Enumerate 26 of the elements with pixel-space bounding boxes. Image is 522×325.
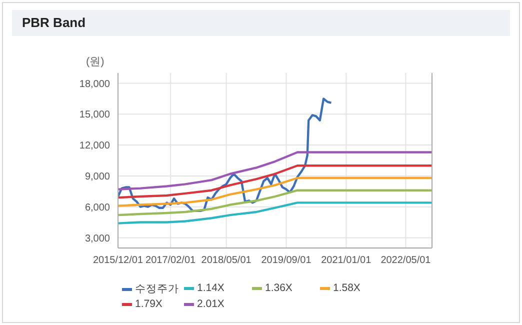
legend-label: 1.79X	[135, 298, 162, 310]
line-series	[118, 98, 332, 212]
x-tick-label: 2021/01/01	[321, 255, 372, 266]
line-series	[118, 202, 432, 224]
legend-label: 수정주가	[135, 282, 179, 296]
y-tick-label: 9,000	[84, 171, 110, 182]
legend-label: 1.58X	[333, 282, 360, 294]
chart-title: PBR Band	[22, 15, 86, 30]
legend-label: 1.36X	[265, 282, 292, 294]
line-series	[118, 164, 432, 199]
legend-label: 2.01X	[197, 298, 224, 310]
line-series	[118, 151, 432, 190]
x-tick-label: 2018/05/01	[201, 255, 252, 266]
x-tick-label: 2015/12/01	[92, 255, 144, 266]
legend-label: 1.14X	[197, 282, 224, 294]
y-axis-title: (원)	[86, 55, 104, 69]
y-tick-label: 3,000	[84, 233, 110, 244]
y-tick-label: 6,000	[84, 202, 110, 214]
x-tick-label: 2019/09/01	[261, 255, 312, 266]
y-tick-label: 15,000	[79, 110, 110, 121]
y-tick-label: 12,000	[79, 140, 110, 152]
y-tick-label: 18,000	[79, 78, 110, 90]
x-tick-label: 2022/05/01	[380, 255, 432, 266]
line-series	[118, 176, 432, 207]
x-tick-label: 2017/02/01	[146, 255, 196, 266]
line-series	[118, 189, 432, 216]
